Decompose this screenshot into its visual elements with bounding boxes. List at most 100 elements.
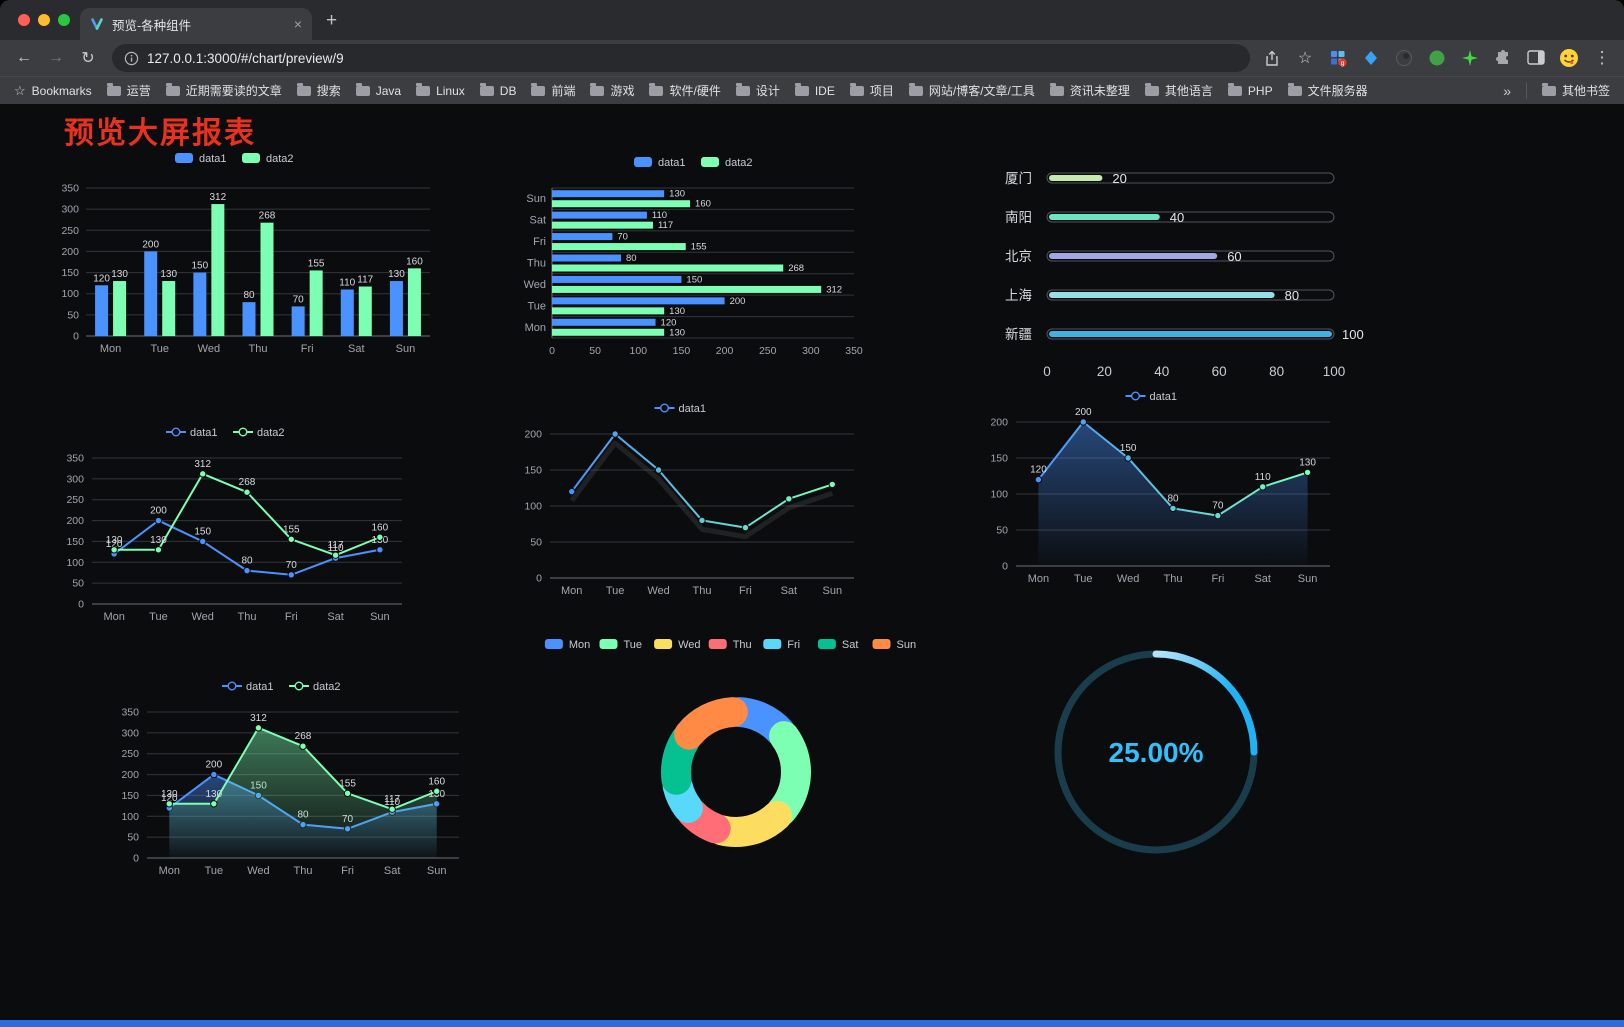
new-tab-button[interactable]: + <box>326 10 338 31</box>
site-info-icon[interactable] <box>124 51 139 66</box>
svg-text:200: 200 <box>716 345 734 357</box>
bookmark-folder-java[interactable]: Java <box>355 82 401 98</box>
other-bookmarks[interactable]: 其他书签 <box>1541 82 1610 99</box>
extension-green-star-icon[interactable] <box>1458 46 1482 70</box>
svg-text:110: 110 <box>328 543 344 554</box>
svg-text:Fri: Fri <box>739 585 752 597</box>
bookmark-folder-design[interactable]: 设计 <box>735 82 780 99</box>
browser-menu-icon[interactable]: ⋮ <box>1593 48 1611 67</box>
folder-icon <box>416 82 431 96</box>
svg-text:Fri: Fri <box>533 236 546 248</box>
svg-text:70: 70 <box>293 294 305 305</box>
grouped-bar-chart[interactable]: data1 data2 0 50 100 150 200 250 300 350 Mon Tue Wed… <box>42 148 442 366</box>
zoom-window-button[interactable] <box>58 14 70 26</box>
url-text[interactable]: 127.0.0.1:3000/#/chart/preview/9 <box>147 50 344 66</box>
svg-text:300: 300 <box>66 473 84 485</box>
bookmark-folder-file-server[interactable]: 文件服务器 <box>1287 82 1368 99</box>
svg-text:150: 150 <box>66 536 84 548</box>
svg-text:150: 150 <box>61 267 79 279</box>
svg-text:100: 100 <box>1342 327 1364 342</box>
svg-text:250: 250 <box>66 494 84 506</box>
svg-text:160: 160 <box>372 522 389 533</box>
bookmark-folder-frontend[interactable]: 前端 <box>531 82 575 99</box>
bookmark-folder-db[interactable]: DB <box>479 82 516 98</box>
svg-text:130: 130 <box>1299 457 1316 468</box>
svg-text:Mon: Mon <box>1028 573 1049 585</box>
forward-icon[interactable]: → <box>48 49 64 66</box>
bookmark-folder-software-hardware[interactable]: 软件/硬件 <box>649 82 721 99</box>
svg-text:200: 200 <box>150 506 167 517</box>
donut-chart[interactable]: Mon Tue Wed Thu Fri Sat Sun <box>536 634 936 866</box>
profile-avatar[interactable] <box>1557 46 1581 70</box>
bookmark-folder-php[interactable]: PHP <box>1227 82 1273 98</box>
bookmark-folder-sites-blogs[interactable]: 网站/博客/文章/工具 <box>908 82 1035 99</box>
bookmark-folder-projects[interactable]: 项目 <box>849 82 894 99</box>
svg-text:Sat: Sat <box>781 585 798 597</box>
svg-text:Wed: Wed <box>647 585 669 597</box>
svg-text:150: 150 <box>121 790 139 802</box>
tab-strip: 预览-各种组件 × + <box>0 0 1624 40</box>
dual-area-line-chart[interactable]: data1 data2 0 50 100 150 200 250 300 350 Mon Tue Wed… <box>103 676 475 888</box>
svg-text:130: 130 <box>388 269 405 280</box>
svg-text:120: 120 <box>93 273 110 284</box>
url-bar[interactable]: 127.0.0.1:3000/#/chart/preview/9 <box>112 44 1250 72</box>
svg-text:Tue: Tue <box>1074 573 1093 585</box>
svg-text:60: 60 <box>1212 364 1227 379</box>
browser-tab[interactable]: 预览-各种组件 × <box>80 8 312 40</box>
folder-icon <box>794 82 809 96</box>
dual-line-chart[interactable]: data1 data2 0 50 100 150 200 250 300 350 Mon Tue Wed… <box>48 422 418 634</box>
bookmarks-separator <box>1525 82 1527 99</box>
area-line-chart[interactable]: data1 0 50 100 150 200 Mon Tue Wed Thu Fri Sat Sun 12… <box>972 386 1346 596</box>
svg-text:100: 100 <box>121 811 139 823</box>
svg-text:130: 130 <box>111 269 128 280</box>
folder-icon <box>1049 82 1064 96</box>
svg-text:Fri: Fri <box>1211 573 1224 585</box>
svg-text:50: 50 <box>127 832 139 844</box>
tab-title: 预览-各种组件 <box>112 18 192 33</box>
svg-text:110: 110 <box>1255 472 1271 483</box>
svg-text:Sat: Sat <box>348 343 365 355</box>
tab-close-icon[interactable]: × <box>293 16 302 32</box>
svg-text:155: 155 <box>308 258 325 269</box>
back-icon[interactable]: ← <box>16 49 32 66</box>
svg-text:Mon: Mon <box>525 322 546 334</box>
svg-text:Thu: Thu <box>294 865 313 877</box>
extensions-puzzle-icon[interactable] <box>1491 46 1515 70</box>
extension-kite-icon[interactable] <box>1359 46 1383 70</box>
extension-grid-icon[interactable]: g <box>1326 46 1350 70</box>
gradient-line-chart[interactable]: data1 0 50 100 150 200 Mon Tue Wed Thu Fri Sat Sun <box>506 398 870 608</box>
bookmark-folder-games[interactable]: 游戏 <box>590 82 634 99</box>
svg-text:Thu: Thu <box>527 258 546 270</box>
svg-text:110: 110 <box>652 210 667 221</box>
minimize-window-button[interactable] <box>38 14 50 26</box>
bookmarks-manager[interactable]: ☆ Bookmarks <box>14 83 92 99</box>
svg-text:100: 100 <box>61 288 79 300</box>
bookmark-folder-other-languages[interactable]: 其他语言 <box>1144 82 1213 99</box>
city-progress-bar-chart[interactable]: 厦门 20 南阳 40 北京 60 上海 80 新疆 100 0 20 40 60 80 100 <box>1003 160 1368 388</box>
svg-text:155: 155 <box>339 778 356 789</box>
bookmark-folder-articles[interactable]: 近期需要读的文章 <box>165 82 282 99</box>
side-panel-icon[interactable] <box>1524 46 1548 70</box>
svg-text:160: 160 <box>406 256 423 267</box>
bookmark-star-icon[interactable]: ☆ <box>1297 50 1313 67</box>
gauge-chart[interactable]: 25.00% <box>1036 632 1276 872</box>
svg-text:130: 130 <box>669 306 685 317</box>
close-window-button[interactable] <box>18 14 30 26</box>
svg-text:100: 100 <box>524 501 542 513</box>
bookmarks-overflow-icon[interactable]: » <box>1503 82 1511 99</box>
svg-text:Wed: Wed <box>198 343 220 355</box>
bookmark-folder-linux[interactable]: Linux <box>416 82 465 98</box>
bookmark-folder-search[interactable]: 搜索 <box>296 82 341 99</box>
extension-dark-circle-icon[interactable] <box>1392 46 1416 70</box>
reload-icon[interactable]: ↻ <box>81 50 95 67</box>
svg-text:data2: data2 <box>266 153 294 165</box>
horizontal-bar-chart[interactable]: data1 data2 0 50 100 150 200 250 300 350 Sun Sat Fri… <box>512 152 890 366</box>
bookmark-folder-yunying[interactable]: 运营 <box>106 82 151 99</box>
bookmark-folder-ide[interactable]: IDE <box>794 82 835 98</box>
svg-text:Tue: Tue <box>624 639 643 651</box>
svg-text:Fri: Fri <box>787 639 800 651</box>
bookmark-folder-news[interactable]: 资讯未整理 <box>1049 82 1130 99</box>
extension-green-circle-icon[interactable] <box>1425 46 1449 70</box>
share-icon[interactable] <box>1260 46 1284 70</box>
svg-text:150: 150 <box>192 261 209 272</box>
